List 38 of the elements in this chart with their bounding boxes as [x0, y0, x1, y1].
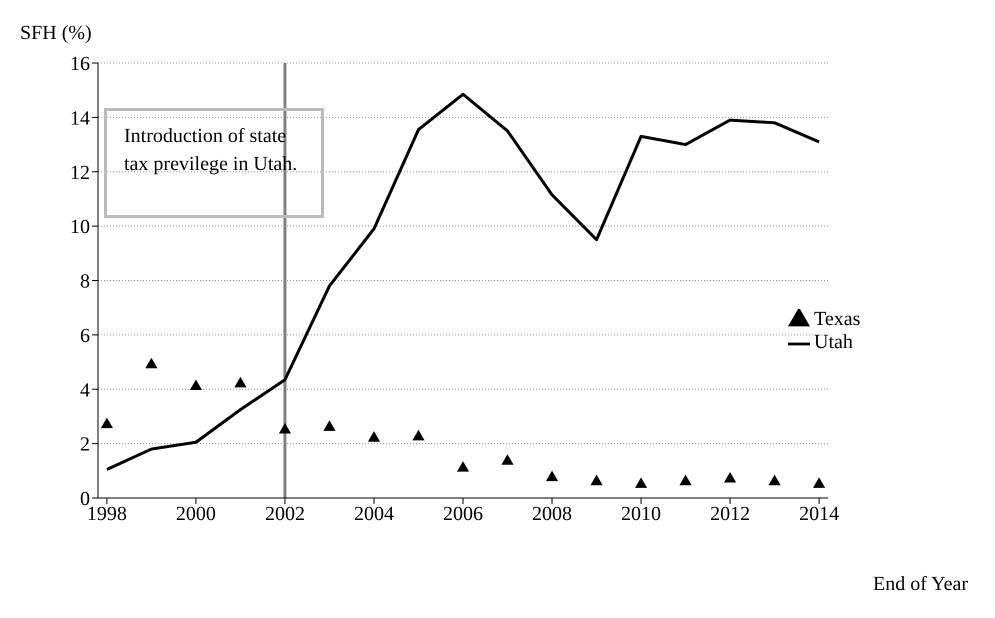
- annotation: Introduction of state tax previlege in Utah.: [124, 124, 298, 177]
- point: [679, 474, 692, 486]
- point: [634, 477, 648, 488]
- point: [590, 474, 603, 486]
- point: [145, 358, 158, 368]
- x-tick-label: 2000: [176, 503, 216, 526]
- point: [368, 431, 380, 442]
- y-tick-label: 12: [70, 162, 90, 184]
- y-tick-label: 14: [70, 107, 90, 130]
- y-tick-label: 4: [80, 379, 90, 402]
- point: [190, 380, 202, 390]
- y-tick-label: 8: [80, 270, 90, 293]
- point: [323, 420, 336, 431]
- point: [412, 430, 425, 440]
- point: [724, 472, 736, 482]
- point: [100, 418, 113, 428]
- x-tick-label: 2008: [532, 503, 572, 526]
- point: [501, 454, 514, 465]
- point: [813, 477, 826, 488]
- point: [768, 474, 781, 486]
- x-tick-label: 2012: [710, 503, 750, 526]
- x-tick-label: 2002: [264, 503, 305, 526]
- point: [456, 461, 470, 472]
- point: [278, 423, 292, 434]
- legend-label: Utah: [814, 331, 853, 354]
- x-tick-label: 2014: [799, 503, 840, 526]
- y-tick-label: 6: [80, 324, 90, 347]
- x-tick-label: 2006: [443, 503, 483, 526]
- x-axis-title: End of Year: [873, 573, 968, 596]
- y-tick-label: 16: [70, 53, 90, 76]
- y-tick-label: 10: [70, 216, 90, 238]
- point: [234, 376, 247, 388]
- x-tick-label: 2010: [621, 503, 662, 526]
- y-axis-title: SFH (%): [20, 22, 92, 45]
- x-tick-label: 2004: [354, 503, 394, 526]
- y-tick-label: 2: [80, 434, 90, 456]
- legend-label: Texas: [814, 308, 860, 330]
- point: [546, 470, 558, 482]
